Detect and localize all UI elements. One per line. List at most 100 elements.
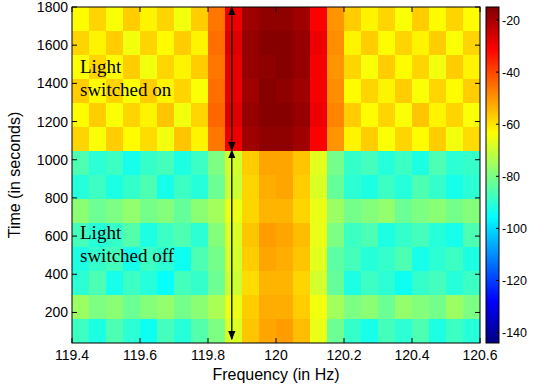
cell — [276, 126, 294, 150]
cell — [293, 126, 311, 150]
cell — [89, 271, 107, 296]
cell — [429, 295, 447, 320]
annotation-line: switched on — [80, 79, 172, 100]
y-tick-label: 1000 — [37, 152, 68, 168]
cell — [191, 271, 209, 296]
cell — [293, 55, 311, 79]
cell — [106, 319, 124, 343]
cell — [191, 7, 209, 31]
cell — [293, 247, 311, 272]
y-tick-label: 1400 — [37, 75, 68, 91]
cell — [327, 79, 345, 103]
annotation-text: Lightswitched on — [80, 56, 172, 100]
cells — [72, 7, 480, 343]
cell — [174, 271, 192, 296]
cell — [276, 150, 294, 175]
cell — [140, 295, 158, 320]
x-tick — [412, 338, 413, 343]
cell — [344, 126, 362, 150]
cell — [89, 175, 107, 200]
cell — [191, 247, 209, 272]
cell — [208, 175, 226, 200]
colorbar-tick — [496, 20, 499, 21]
cell — [259, 7, 277, 31]
colorbar-tick — [496, 72, 499, 73]
x-tick-label: 119.4 — [55, 347, 89, 363]
cell — [344, 295, 362, 320]
cell — [242, 79, 260, 103]
cell — [72, 271, 90, 296]
y-tick — [72, 121, 77, 122]
cell — [242, 199, 260, 224]
cell — [191, 55, 209, 79]
cell — [310, 175, 328, 200]
cell — [276, 175, 294, 200]
x-tick-label: 119.6 — [123, 347, 157, 363]
cell — [463, 150, 480, 175]
colorbar-tick-label: -120 — [502, 274, 527, 288]
x-tick — [208, 7, 209, 12]
cell — [225, 319, 243, 343]
cell — [123, 31, 141, 55]
cell — [174, 319, 192, 343]
cell — [378, 31, 396, 55]
cell — [208, 199, 226, 224]
cell — [225, 102, 243, 126]
cell — [174, 31, 192, 55]
cell — [429, 102, 447, 126]
cell — [378, 102, 396, 126]
cell — [208, 319, 226, 343]
y-tick — [72, 197, 77, 198]
cell — [395, 79, 413, 103]
cell — [412, 7, 430, 31]
cell — [157, 126, 175, 150]
cell — [412, 126, 430, 150]
cell — [429, 247, 447, 272]
cell — [429, 223, 447, 248]
cell — [242, 247, 260, 272]
cell — [225, 150, 243, 175]
cell — [327, 55, 345, 79]
cell — [106, 295, 124, 320]
cell — [429, 55, 447, 79]
cell — [293, 319, 311, 343]
y-tick — [475, 7, 480, 8]
y-tick — [72, 45, 77, 46]
cell — [429, 150, 447, 175]
cell — [412, 150, 430, 175]
cell — [310, 271, 328, 296]
x-tick — [140, 7, 141, 12]
cell — [378, 223, 396, 248]
cell — [395, 295, 413, 320]
cell — [174, 7, 192, 31]
cell — [395, 126, 413, 150]
cell — [140, 175, 158, 200]
cell — [242, 223, 260, 248]
cell — [395, 199, 413, 224]
cell — [174, 150, 192, 175]
cell — [157, 223, 175, 248]
cell — [72, 319, 90, 343]
cell — [378, 150, 396, 175]
cell — [89, 295, 107, 320]
cell — [293, 79, 311, 103]
y-tick — [475, 197, 480, 198]
cell — [395, 271, 413, 296]
cell — [429, 175, 447, 200]
cell — [242, 126, 260, 150]
cell — [276, 319, 294, 343]
cell — [225, 295, 243, 320]
y-tick — [72, 312, 77, 313]
cell — [378, 199, 396, 224]
cell — [293, 7, 311, 31]
cell — [208, 79, 226, 103]
cell — [140, 271, 158, 296]
annotation-line: Light — [80, 56, 122, 77]
cell — [429, 7, 447, 31]
colorbar-tick — [496, 124, 499, 125]
cell — [378, 271, 396, 296]
cell — [446, 247, 464, 272]
cell — [412, 295, 430, 320]
cell — [310, 7, 328, 31]
x-tick — [480, 338, 481, 343]
